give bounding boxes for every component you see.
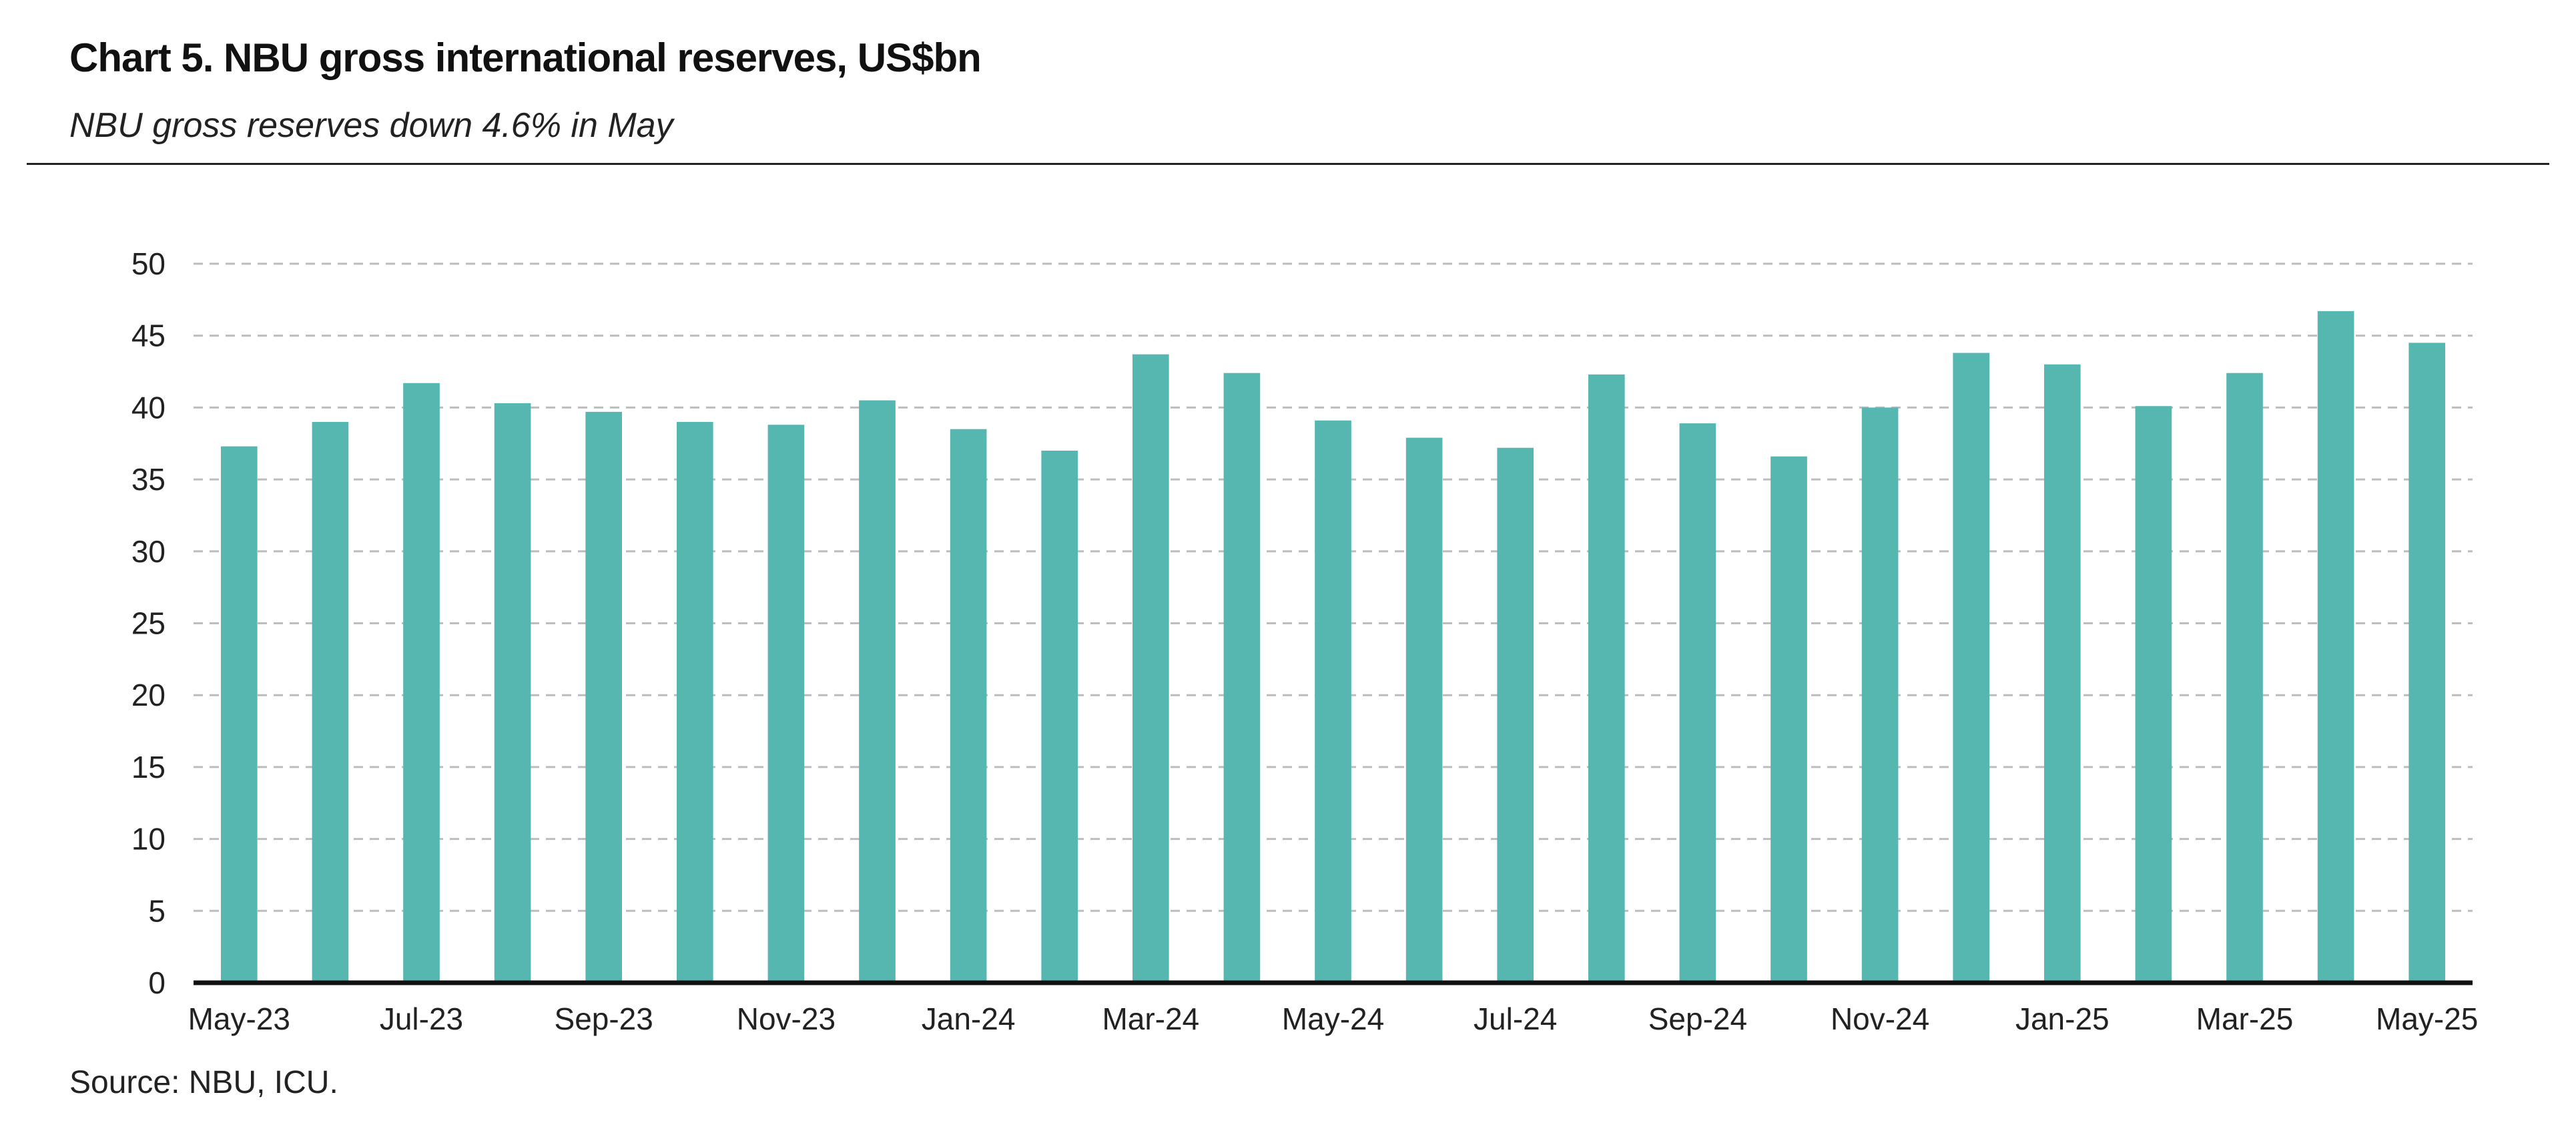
- bar-aug-23: [494, 403, 531, 983]
- bar-dec-23: [859, 400, 896, 983]
- y-tick-label: 10: [131, 822, 166, 857]
- x-tick-label: Nov-24: [1831, 1001, 1929, 1036]
- bar-apr-24: [1223, 373, 1261, 983]
- title-divider: [27, 163, 2549, 165]
- bar-apr-25: [2317, 311, 2354, 983]
- x-tick-label: Sep-24: [1648, 1001, 1747, 1036]
- bar-nov-23: [767, 425, 805, 983]
- bar-sep-23: [585, 411, 623, 983]
- bar-may-23: [220, 446, 258, 983]
- bar-sep-24: [1679, 423, 1716, 983]
- y-axis-ticks: 0 5 10 15 20 25 30 35 40 45 50: [131, 246, 166, 1000]
- bar-jan-25: [2043, 364, 2081, 983]
- y-tick-label: 45: [131, 318, 166, 353]
- x-tick-label: Jul-23: [380, 1001, 463, 1036]
- bar-jul-23: [403, 383, 440, 983]
- bar-may-24: [1315, 420, 1351, 983]
- y-tick-label: 35: [131, 462, 166, 497]
- y-tick-label: 0: [148, 965, 166, 1000]
- y-tick-label: 5: [148, 893, 166, 928]
- bar-oct-23: [676, 421, 713, 983]
- bar-jan-24: [950, 429, 987, 983]
- bar-dec-24: [1953, 353, 1990, 983]
- x-tick-label: Nov-23: [737, 1001, 836, 1036]
- bar-nov-24: [1861, 407, 1899, 983]
- bar-mar-24: [1132, 354, 1169, 983]
- y-tick-label: 25: [131, 606, 166, 641]
- y-tick-label: 30: [131, 534, 166, 569]
- bars: [220, 311, 2446, 983]
- x-tick-label: May-25: [2376, 1001, 2478, 1036]
- x-tick-label: May-23: [188, 1001, 290, 1036]
- bar-may-25: [2408, 343, 2446, 983]
- x-tick-label: Sep-23: [555, 1001, 653, 1036]
- y-tick-label: 50: [131, 246, 166, 281]
- chart-subtitle: NBU gross reserves down 4.6% in May: [69, 106, 673, 145]
- bar-oct-24: [1770, 456, 1807, 983]
- bar-jul-24: [1497, 447, 1534, 983]
- x-tick-label: Jan-25: [2015, 1001, 2110, 1036]
- bar-jun-24: [1405, 437, 1443, 983]
- y-tick-label: 15: [131, 750, 166, 784]
- bar-chart: 0 5 10 15 20 25 30 35 40 45 50 May-23 Jul-23 Sep-23 N…: [131, 246, 2479, 1036]
- x-axis-ticks: May-23 Jul-23 Sep-23 Nov-23 Jan-24 Mar-24 May-…: [188, 1001, 2479, 1036]
- bar-feb-24: [1041, 451, 1078, 983]
- x-tick-label: Mar-24: [1102, 1001, 1199, 1036]
- chart-source: Source: NBU, ICU.: [69, 1065, 338, 1100]
- y-tick-label: 40: [131, 390, 166, 425]
- bar-aug-24: [1588, 374, 1625, 983]
- chart-title: Chart 5. NBU gross international reserve…: [69, 35, 982, 80]
- bar-jun-23: [312, 421, 349, 983]
- bar-mar-25: [2226, 373, 2263, 983]
- bar-feb-25: [2135, 406, 2172, 983]
- y-tick-label: 20: [131, 678, 166, 712]
- x-tick-label: Jul-24: [1474, 1001, 1557, 1036]
- x-tick-label: May-24: [1282, 1001, 1384, 1036]
- x-tick-label: Jan-24: [922, 1001, 1016, 1036]
- x-tick-label: Mar-25: [2196, 1001, 2294, 1036]
